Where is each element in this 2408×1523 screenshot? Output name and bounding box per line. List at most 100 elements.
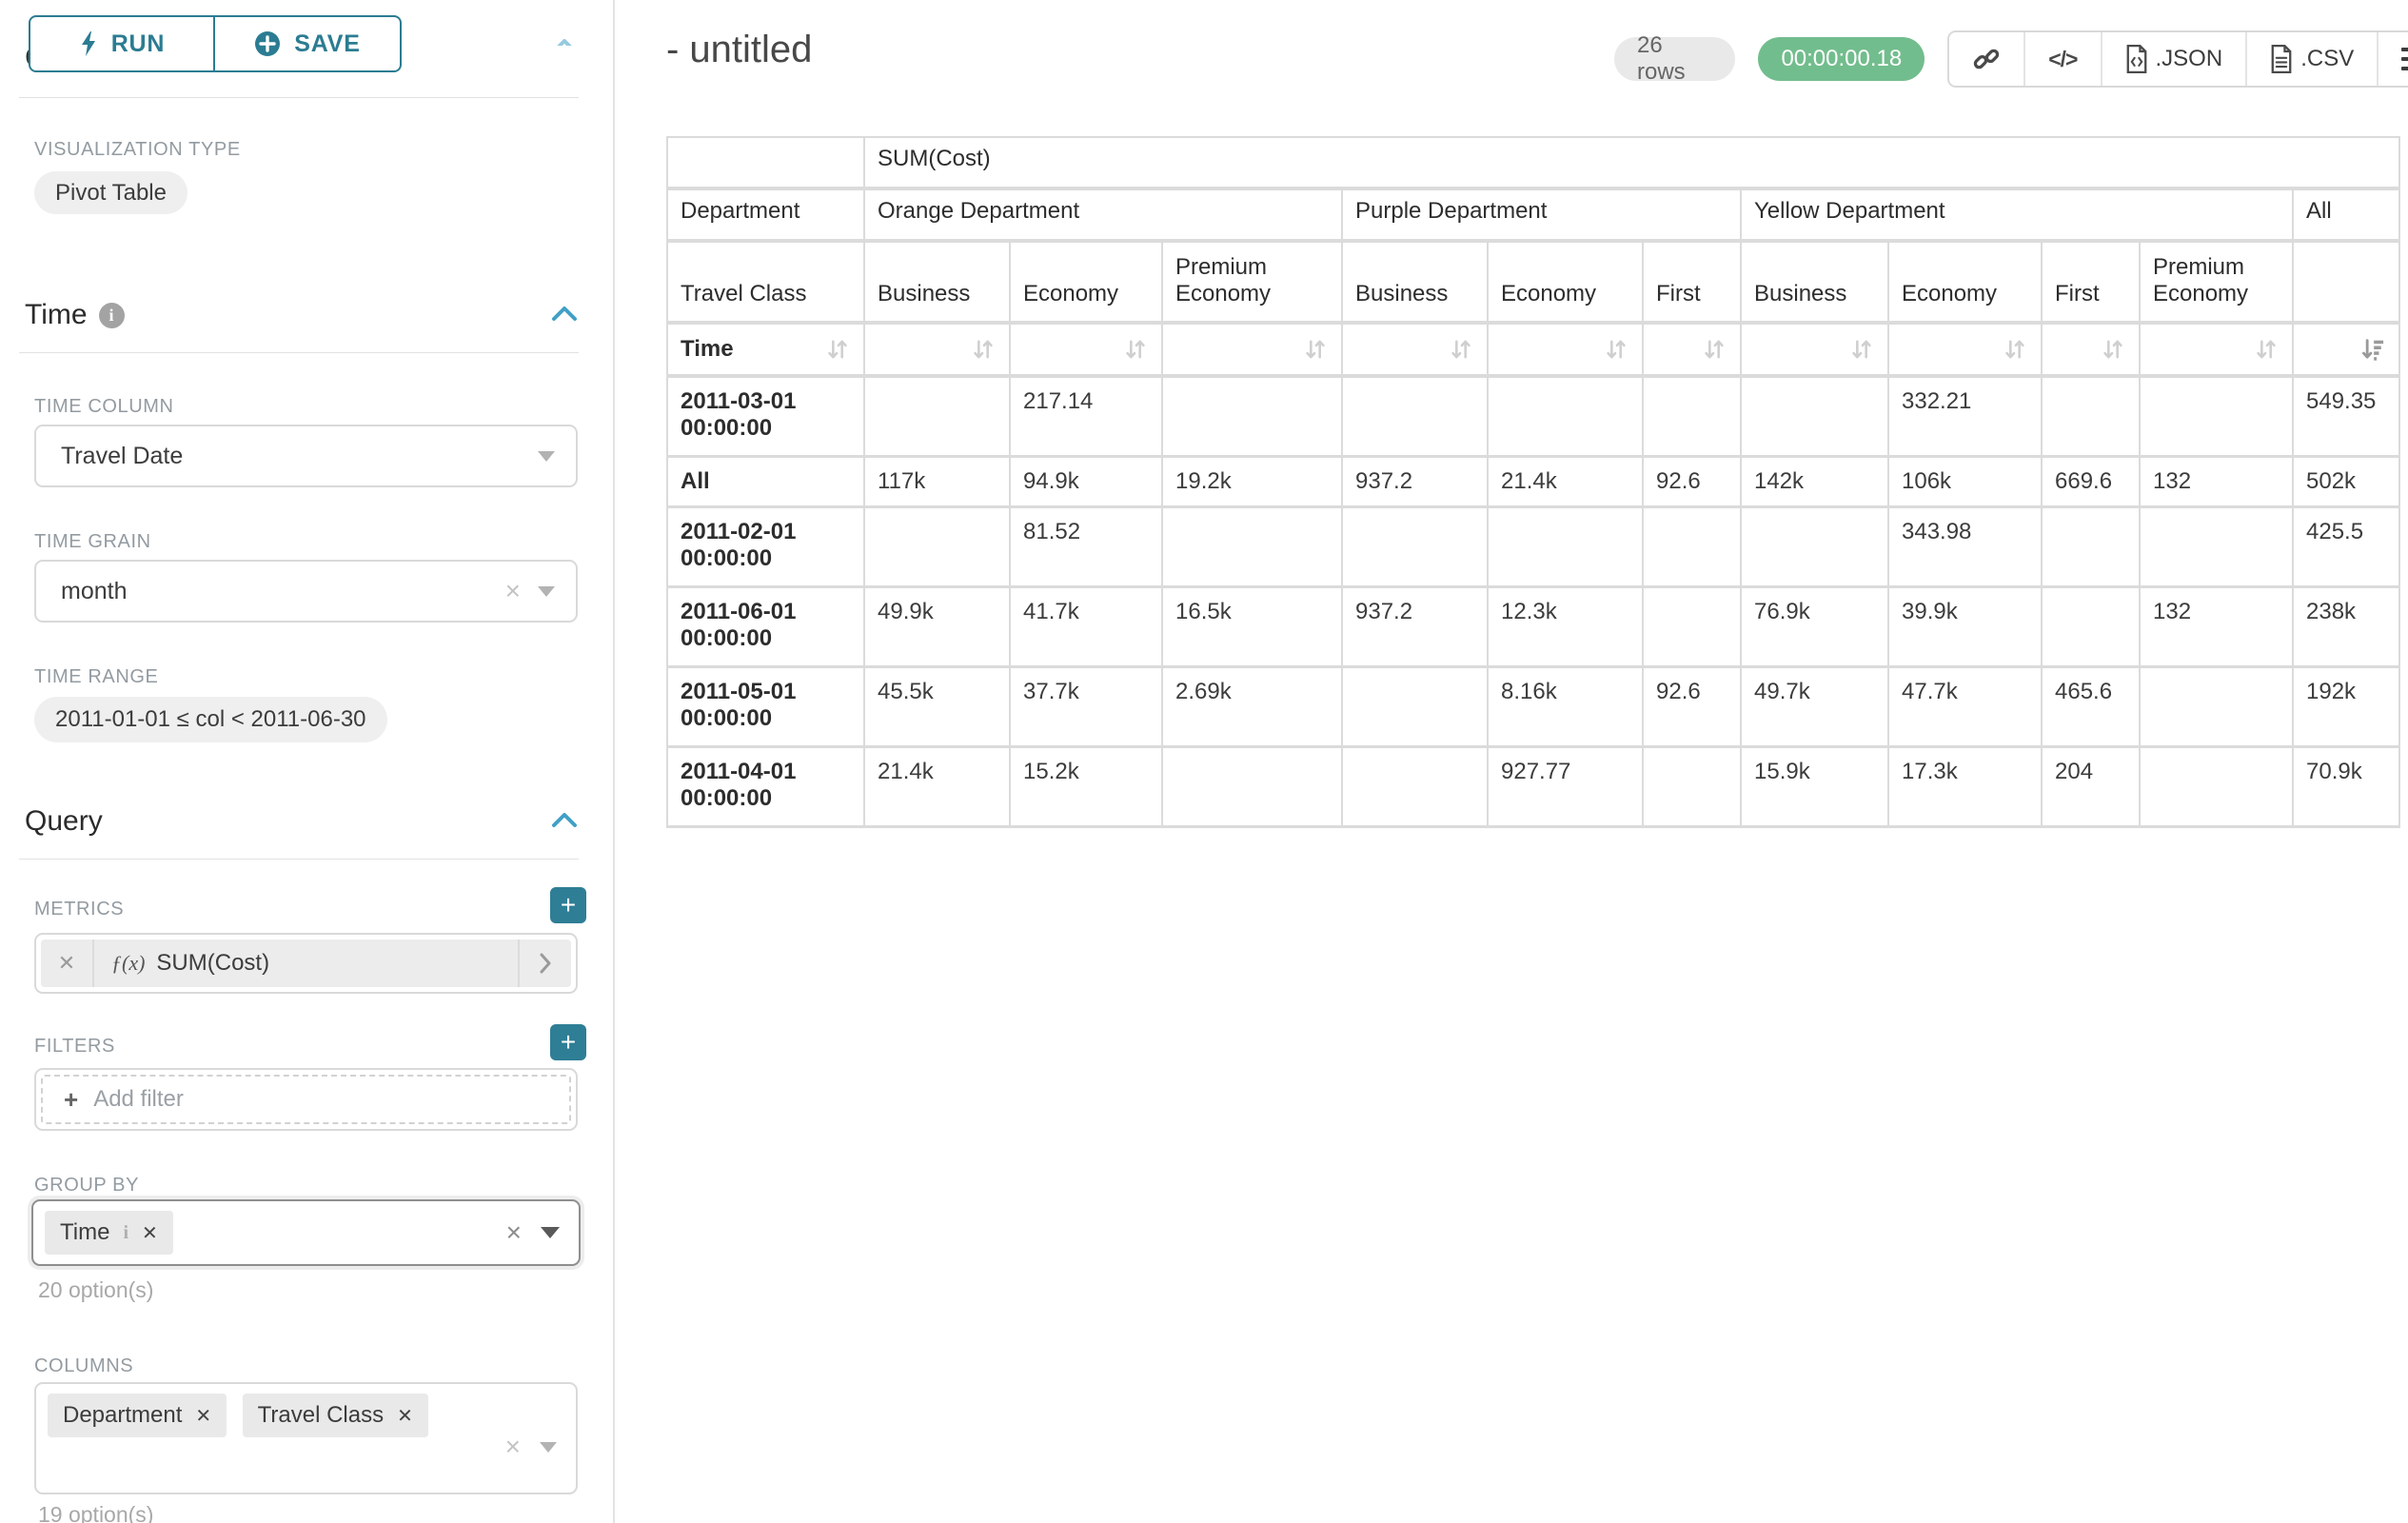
sort-cell[interactable] [1740,322,1889,378]
row-header: All [666,455,865,508]
row-dimension-sort-cell[interactable]: Time [666,322,865,378]
time-grain-select[interactable]: month × [34,560,578,623]
query-section-collapse-icon[interactable] [548,809,581,830]
clear-icon[interactable]: × [504,1432,521,1461]
department-dimension-cell: Department [666,188,865,243]
table-row: 2011-04-01 00:00:00 21.4k 15.2k 927.77 1… [666,745,2400,828]
cell [1341,665,1489,748]
cell: 937.2 [1341,585,1489,668]
sort-icon[interactable] [2002,336,2028,363]
columns-label: COLUMNS [34,1355,134,1376]
visualization-type-value: Pivot Table [55,179,167,206]
cell [1341,745,1489,828]
save-button[interactable]: SAVE [215,15,402,72]
remove-chip-icon[interactable]: ✕ [195,1405,212,1427]
time-range-pill[interactable]: 2011-01-01 ≤ col < 2011-06-30 [34,697,387,742]
row-header: 2011-05-01 00:00:00 [666,665,865,748]
remove-chip-icon[interactable]: ✕ [142,1222,158,1244]
sort-cell[interactable] [2139,322,2294,378]
cell: 21.4k [1487,455,1644,508]
sort-icon[interactable] [970,336,997,363]
col-header: Business [863,240,1011,325]
cell: 15.2k [1009,745,1163,828]
sort-icon[interactable] [1848,336,1875,363]
group-by-label: GROUP BY [34,1175,140,1196]
add-filter-plus-button[interactable]: + [550,1024,586,1060]
metric-chip-label: SUM(Cost) [156,950,270,976]
add-filter-button[interactable]: + Add filter [41,1075,571,1124]
export-json-button[interactable]: .JSON [2102,32,2248,86]
columns-select[interactable]: Department ✕ Travel Class ✕ × [34,1382,578,1494]
col-header: First [1642,240,1742,325]
cell [1642,745,1742,828]
cell: 12.3k [1487,585,1644,668]
cell: 81.52 [1009,505,1163,588]
group-by-chip-time[interactable]: Time i ✕ [45,1211,173,1255]
clear-icon[interactable]: × [504,576,521,605]
sort-icon[interactable] [1302,336,1329,363]
time-section-collapse-icon[interactable] [548,303,581,324]
time-column-select[interactable]: Travel Date [34,425,578,487]
cell: 465.6 [2041,665,2141,748]
sort-cell[interactable] [1161,322,1343,378]
sort-cell[interactable] [1487,322,1644,378]
cell: 343.98 [1887,505,2043,588]
json-file-icon [2126,45,2146,73]
sort-cell[interactable] [2041,322,2141,378]
time-range-value: 2011-01-01 ≤ col < 2011-06-30 [55,706,366,732]
export-csv-button[interactable]: .CSV [2247,32,2379,86]
cell: 204 [2041,745,2141,828]
department-header-row: Department Orange Department Purple Depa… [666,188,2400,243]
cell: 21.4k [863,745,1011,828]
cell: 425.5 [2292,505,2400,588]
embed-code-button[interactable]: </> [2025,32,2102,86]
clear-icon[interactable]: × [505,1217,522,1247]
sort-icon[interactable] [2253,336,2280,363]
chip-label: Travel Class [257,1402,385,1428]
cell: 49.7k [1740,665,1889,748]
remove-metric-icon[interactable]: ✕ [41,940,94,987]
sort-icon[interactable] [1701,336,1727,363]
row-header: 2011-04-01 00:00:00 [666,745,865,828]
more-options-button[interactable] [2378,32,2408,86]
sort-cell[interactable] [1341,322,1489,378]
cell: 2.69k [1161,665,1343,748]
cell: 39.9k [1887,585,2043,668]
cell: 15.9k [1740,745,1889,828]
sort-desc-active-icon[interactable] [2359,336,2386,363]
info-icon[interactable]: i [98,302,125,328]
chart-title[interactable]: - untitled [666,29,813,70]
columns-chip-department[interactable]: Department ✕ [48,1394,227,1437]
metric-chip[interactable]: ✕ ƒ(x) SUM(Cost) [41,940,571,987]
sort-icon[interactable] [824,336,851,363]
group-by-select[interactable]: Time i ✕ × [31,1199,581,1266]
sort-cell-active[interactable] [2292,322,2400,378]
sort-icon[interactable] [1603,336,1629,363]
copy-link-button[interactable] [1949,32,2026,86]
add-metric-button[interactable]: + [550,887,586,923]
columns-options-hint: 19 option(s) [38,1502,154,1523]
info-icon[interactable]: i [123,1221,129,1243]
sort-cell[interactable] [1887,322,2043,378]
columns-chip-travel-class[interactable]: Travel Class ✕ [242,1394,428,1437]
sort-icon[interactable] [2100,336,2126,363]
sort-icon[interactable] [1122,336,1149,363]
cell [1161,505,1343,588]
sort-cell[interactable] [863,322,1011,378]
sort-cell[interactable] [1642,322,1742,378]
chart-type-collapse-icon[interactable] [548,34,581,46]
run-button[interactable]: RUN [29,15,215,72]
chevron-down-icon [538,585,555,597]
filters-label: FILTERS [34,1036,115,1057]
cell [2041,585,2141,668]
cell: 217.14 [1009,375,1163,458]
sort-cell[interactable] [1009,322,1163,378]
export-button-group: </> .JSON .CSV [1947,30,2408,88]
visualization-type-pill[interactable]: Pivot Table [34,171,188,214]
filters-container: + Add filter [34,1068,578,1131]
sort-icon[interactable] [1448,336,1474,363]
table-row: All 117k 94.9k 19.2k 937.2 21.4k 92.6 14… [666,455,2400,508]
remove-chip-icon[interactable]: ✕ [397,1405,413,1427]
time-grain-value: month [61,577,128,604]
metric-expand-icon[interactable] [518,940,571,987]
